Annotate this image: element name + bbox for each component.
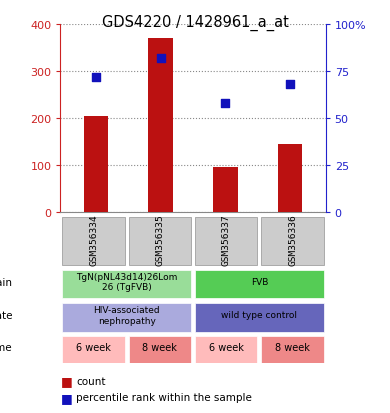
Text: wild type control: wild type control xyxy=(222,311,297,320)
Point xyxy=(222,100,229,107)
Text: ■: ■ xyxy=(60,374,72,387)
Text: 6 week: 6 week xyxy=(209,343,244,353)
Bar xyxy=(62,217,125,266)
Text: GSM356335: GSM356335 xyxy=(155,213,165,265)
Text: GSM356334: GSM356334 xyxy=(89,213,98,265)
Text: count: count xyxy=(76,376,106,386)
Text: GSM356337: GSM356337 xyxy=(222,213,231,265)
Bar xyxy=(149,39,173,213)
Text: FVB: FVB xyxy=(251,278,268,287)
Bar xyxy=(62,270,191,299)
Bar xyxy=(213,168,238,213)
Bar xyxy=(261,217,324,266)
Bar xyxy=(195,270,324,299)
Bar xyxy=(129,217,191,266)
Text: strain: strain xyxy=(0,277,13,287)
Bar xyxy=(129,336,191,363)
Bar xyxy=(278,145,302,213)
Text: 8 week: 8 week xyxy=(275,343,310,353)
Bar xyxy=(84,116,108,213)
Bar xyxy=(195,336,257,363)
Text: GDS4220 / 1428961_a_at: GDS4220 / 1428961_a_at xyxy=(101,14,289,31)
Bar xyxy=(62,336,125,363)
Point xyxy=(287,82,293,88)
Text: TgN(pNL43d14)26Lom
26 (TgFVB): TgN(pNL43d14)26Lom 26 (TgFVB) xyxy=(76,272,177,292)
Text: disease state: disease state xyxy=(0,310,13,320)
Bar xyxy=(195,217,257,266)
Bar xyxy=(195,303,324,332)
Point xyxy=(93,74,99,81)
Text: 8 week: 8 week xyxy=(142,343,177,353)
Text: ■: ■ xyxy=(60,391,72,404)
Bar xyxy=(62,303,191,332)
Text: HIV-associated
nephropathy: HIV-associated nephropathy xyxy=(94,306,160,325)
Text: GSM356336: GSM356336 xyxy=(288,213,297,265)
Bar xyxy=(261,336,324,363)
Text: percentile rank within the sample: percentile rank within the sample xyxy=(76,392,252,402)
Point xyxy=(158,55,164,62)
Text: 6 week: 6 week xyxy=(76,343,111,353)
Text: time: time xyxy=(0,343,13,353)
